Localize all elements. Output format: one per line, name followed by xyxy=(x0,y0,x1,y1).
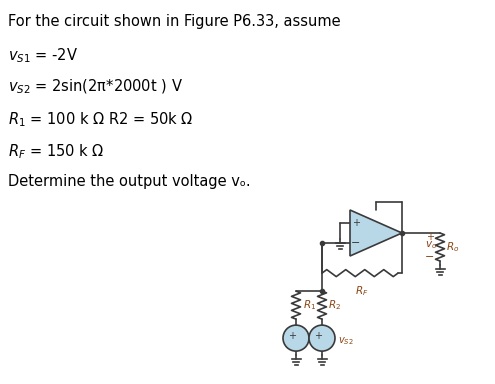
Polygon shape xyxy=(350,210,402,256)
Text: $R_1$: $R_1$ xyxy=(303,298,316,312)
Text: $v_{S2}$ = 2sin(2π*2000t ) V: $v_{S2}$ = 2sin(2π*2000t ) V xyxy=(8,78,183,96)
Text: $v_o$: $v_o$ xyxy=(425,239,437,251)
Text: +: + xyxy=(426,232,434,242)
Text: $v_{S2}$: $v_{S2}$ xyxy=(338,335,353,347)
Text: $R_2$: $R_2$ xyxy=(328,298,341,312)
Text: +: + xyxy=(288,331,296,341)
Text: Determine the output voltage vₒ.: Determine the output voltage vₒ. xyxy=(8,174,250,189)
Text: −: − xyxy=(425,252,435,262)
Text: $R_1$ = 100 k Ω R2 = 50k Ω: $R_1$ = 100 k Ω R2 = 50k Ω xyxy=(8,110,194,129)
Text: −: − xyxy=(351,238,361,248)
Text: +: + xyxy=(314,331,322,341)
Text: $R_o$: $R_o$ xyxy=(446,240,459,254)
Circle shape xyxy=(309,325,335,351)
Text: $v_{S1}$: $v_{S1}$ xyxy=(312,335,328,347)
Circle shape xyxy=(283,325,309,351)
Text: +: + xyxy=(352,218,360,228)
Text: For the circuit shown in Figure P6.33, assume: For the circuit shown in Figure P6.33, a… xyxy=(8,14,341,29)
Text: $v_{S1}$ = -2V: $v_{S1}$ = -2V xyxy=(8,46,78,65)
Text: $R_F$ = 150 k Ω: $R_F$ = 150 k Ω xyxy=(8,142,104,161)
Text: $R_F$: $R_F$ xyxy=(355,284,369,298)
